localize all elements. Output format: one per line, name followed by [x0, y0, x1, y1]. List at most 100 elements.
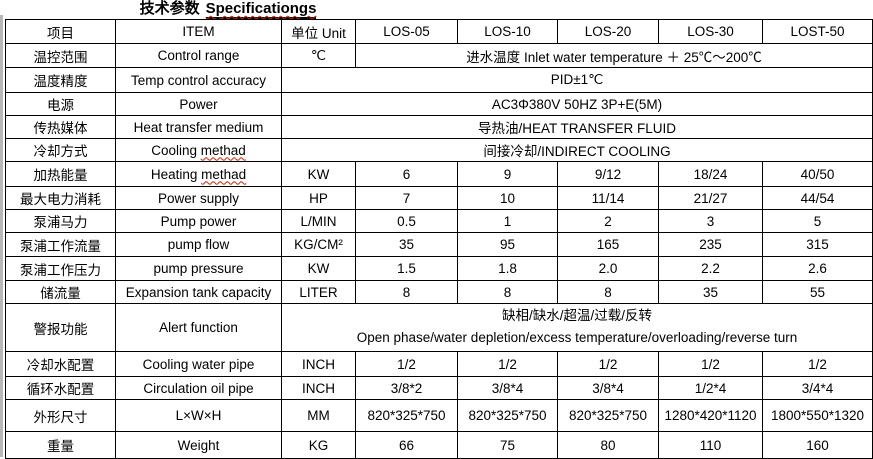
- value-cell-merged: AC3Φ380V 50HZ 3P+E(5M): [281, 92, 873, 116]
- value-cell: 18/24: [658, 161, 763, 187]
- row-label-en: Weight: [115, 431, 282, 459]
- row-alert-function: 警报功能 Alert function 缺相/缺水/超温/过载/反转 Open …: [5, 303, 873, 352]
- value-cell: 6: [355, 161, 458, 187]
- value-cell: 1280*420*1120: [658, 399, 763, 432]
- value-cell: 1/2: [457, 351, 558, 377]
- col-header-model-los30: LOS-30: [658, 19, 763, 44]
- row-label-cn: 传热媒体: [5, 115, 116, 139]
- unit-cell: KW: [281, 161, 356, 187]
- value-cell-merged: 进水温度 Inlet water temperature ＋ 25℃～200℃: [355, 43, 873, 68]
- row-label-en: Expansion tank capacity: [115, 280, 282, 304]
- row-circulation-oil-pipe: 循环水配置 Circulation oil pipe INCH 3/8*2 3/…: [5, 376, 873, 400]
- unit-cell: LITER: [281, 280, 356, 304]
- col-header-model-los10: LOS-10: [457, 19, 558, 44]
- row-weight: 重量 Weight KG 66 75 80 110 160: [5, 431, 873, 459]
- row-temp-accuracy: 温度精度 Temp control accuracy PID±1℃: [5, 67, 873, 93]
- value-cell: 1/2*4: [658, 376, 763, 400]
- row-power-source: 电源 Power AC3Φ380V 50HZ 3P+E(5M): [5, 92, 873, 116]
- value-cell: 1/2: [658, 351, 763, 377]
- col-header-unit: 单位 Unit: [281, 19, 356, 44]
- value-cell: 1.5: [355, 256, 458, 281]
- value-cell: 11/14: [557, 186, 659, 210]
- row-label-cn: 循环水配置: [5, 376, 116, 400]
- col-header-item-en: ITEM: [115, 19, 282, 44]
- row-label-cn: 电源: [5, 92, 116, 116]
- value-cell: 35: [658, 280, 763, 304]
- value-cell: 8: [457, 280, 558, 304]
- spellcheck-squiggle: Specificationgs: [205, 0, 317, 17]
- value-cell-merged: 间接冷却/INDIRECT COOLING: [281, 138, 873, 162]
- value-cell: 95: [457, 232, 558, 257]
- value-cell-merged: PID±1℃: [281, 67, 873, 93]
- value-cell: 35: [355, 232, 458, 257]
- value-cell: 3/8*2: [355, 376, 458, 400]
- header-row: 项目 ITEM 单位 Unit LOS-05 LOS-10 LOS-20 LOS…: [5, 19, 873, 44]
- row-label-en: pump flow: [115, 232, 282, 257]
- value-cell: 820*325*750: [457, 399, 558, 432]
- specifications-table: 项目 ITEM 单位 Unit LOS-05 LOS-10 LOS-20 LOS…: [5, 19, 873, 459]
- row-pump-flow: 泵浦工作流量 pump flow KG/CM² 35 95 165 235 31…: [5, 232, 873, 257]
- value-cell: 3/8*4: [457, 376, 558, 400]
- col-header-model-lost50: LOST-50: [762, 19, 873, 44]
- value-cell: 55: [762, 280, 873, 304]
- unit-cell: INCH: [281, 351, 356, 377]
- row-label-en: Circulation oil pipe: [115, 376, 282, 400]
- row-label-en: Power: [115, 92, 282, 116]
- row-label-en: Alert function: [115, 303, 282, 352]
- row-label-cn: 冷却方式: [5, 138, 116, 162]
- value-cell: 1/2: [762, 351, 873, 377]
- value-cell: 21/27: [658, 186, 763, 210]
- value-cell: 3: [658, 209, 763, 233]
- row-heat-transfer-medium: 传热媒体 Heat transfer medium 导热油/HEAT TRANS…: [5, 115, 873, 139]
- value-cell: 10: [457, 186, 558, 210]
- value-cell: 3/8*4: [557, 376, 659, 400]
- value-cell: 44/54: [762, 186, 873, 210]
- unit-cell: KG/CM²: [281, 232, 356, 257]
- value-cell: 2.0: [557, 256, 659, 281]
- col-header-item-cn: 项目: [5, 19, 116, 44]
- row-label-cn: 重量: [5, 431, 116, 459]
- row-pump-power: 泵浦马力 Pump power L/MIN 0.5 1 2 3 5: [5, 209, 873, 233]
- row-label-cn: 泵浦马力: [5, 209, 116, 233]
- row-label-en: L×W×H: [115, 399, 282, 432]
- row-cooling-water-pipe: 冷却水配置 Cooling water pipe INCH 1/2 1/2 1/…: [5, 351, 873, 377]
- value-cell: 9: [457, 161, 558, 187]
- row-label-cn: 最大电力消耗: [5, 186, 116, 210]
- row-label-en: Pump power: [115, 209, 282, 233]
- row-label-en: Heating methad: [115, 161, 282, 187]
- value-cell-merged: 缺相/缺水/超温/过载/反转 Open phase/water depletio…: [281, 303, 873, 352]
- value-cell: 8: [557, 280, 659, 304]
- row-expansion-tank: 储流量 Expansion tank capacity LITER 8 8 8 …: [5, 280, 873, 304]
- row-control-range: 温控范围 Control range ℃ 进水温度 Inlet water te…: [5, 43, 873, 68]
- row-power-supply: 最大电力消耗 Power supply HP 7 10 11/14 21/27 …: [5, 186, 873, 210]
- alert-list-cn: 缺相/缺水/超温/过载/反转: [501, 308, 652, 323]
- value-cell: 110: [658, 431, 763, 459]
- row-label-cn: 警报功能: [5, 303, 116, 352]
- unit-cell: HP: [281, 186, 356, 210]
- row-label-en: Cooling water pipe: [115, 351, 282, 377]
- value-cell: 9/12: [557, 161, 659, 187]
- alert-list-en: Open phase/water depletion/excess temper…: [356, 330, 798, 345]
- value-cell: 315: [762, 232, 873, 257]
- value-cell: 7: [355, 186, 458, 210]
- value-cell: 0.5: [355, 209, 458, 233]
- value-cell: 1: [457, 209, 558, 233]
- value-cell: 1/2: [355, 351, 458, 377]
- value-cell: 820*325*750: [557, 399, 659, 432]
- value-cell: 1/2: [557, 351, 659, 377]
- row-label-en: Cooling methad: [115, 138, 282, 162]
- value-cell: 8: [355, 280, 458, 304]
- value-cell: 75: [457, 431, 558, 459]
- row-label-en: Control range: [115, 43, 282, 68]
- value-cell: 165: [557, 232, 659, 257]
- page-title-cn: 技术参数: [139, 0, 200, 17]
- value-cell: 2.6: [762, 256, 873, 281]
- unit-cell: KG: [281, 431, 356, 459]
- value-cell: 1800*550*1320: [762, 399, 873, 432]
- row-label-en: Power supply: [115, 186, 282, 210]
- value-cell: 5: [762, 209, 873, 233]
- value-cell: 820*325*750: [355, 399, 458, 432]
- value-cell: 235: [658, 232, 763, 257]
- value-cell-merged: 导热油/HEAT TRANSFER FLUID: [281, 115, 873, 139]
- row-heating-capacity: 加热能量 Heating methad KW 6 9 9/12 18/24 40…: [5, 161, 873, 187]
